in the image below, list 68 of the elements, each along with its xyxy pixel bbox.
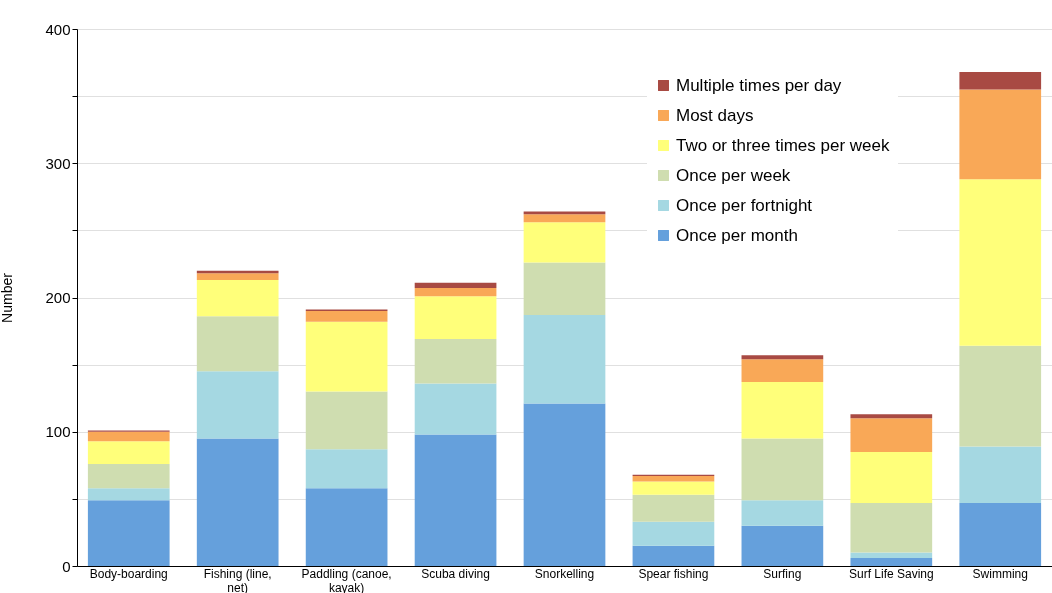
bar [414, 296, 497, 340]
bar [959, 179, 1042, 346]
bar [959, 345, 1042, 447]
bar [850, 418, 933, 452]
y-tick-label: 400 [45, 20, 71, 38]
bar [414, 288, 497, 297]
bar [196, 438, 279, 566]
x-tick-label: Surf Life Saving [848, 566, 934, 581]
legend-label: Once per week [676, 165, 791, 185]
y-axis-title: Number [0, 272, 16, 323]
legend-label: Most days [676, 105, 754, 125]
bar [850, 451, 933, 503]
bar [523, 314, 606, 404]
bar [741, 382, 824, 439]
bar [196, 273, 279, 281]
bar [959, 89, 1042, 180]
bar [959, 446, 1042, 503]
y-tick-label: 0 [62, 557, 71, 575]
x-tick-label: Scuba diving [421, 566, 490, 581]
bar [87, 488, 170, 501]
bar [741, 438, 824, 501]
bar [523, 222, 606, 263]
bar [305, 488, 388, 566]
bar [305, 321, 388, 392]
bar [741, 500, 824, 526]
bar [632, 476, 715, 482]
bar [523, 262, 606, 315]
x-tick-label: Snorkelling [534, 566, 595, 581]
bar [414, 434, 497, 566]
bar [741, 525, 824, 566]
y-tick-label: 200 [45, 289, 71, 306]
bar [196, 280, 279, 317]
bar [632, 545, 715, 566]
x-tick-label: Spear fishing [638, 566, 709, 581]
x-tick-label: Body-boarding [89, 566, 168, 581]
bar [414, 339, 497, 384]
bar [850, 557, 933, 566]
bar [87, 431, 170, 442]
bar [305, 449, 388, 489]
bar [196, 316, 279, 372]
bar [87, 463, 170, 489]
bar [850, 502, 933, 553]
bar [741, 359, 824, 383]
bar [632, 494, 715, 522]
bar [850, 414, 933, 419]
bar [414, 383, 497, 435]
bar [959, 71, 1042, 90]
y-tick-label: 100 [45, 423, 71, 441]
bar [305, 391, 388, 450]
x-tick-label: Swimming [972, 566, 1028, 581]
bar [87, 500, 170, 566]
y-tick-label: 300 [45, 154, 71, 172]
bar [196, 371, 279, 439]
bar [850, 552, 933, 558]
bar [87, 441, 170, 464]
bar [741, 355, 824, 360]
bar [632, 481, 715, 495]
x-tick-label: Surfing [763, 566, 802, 581]
bar [305, 310, 388, 322]
bar [523, 403, 606, 566]
legend-label: Two or three times per week [676, 135, 891, 155]
legend-label: Once per month [676, 225, 798, 245]
bar [959, 502, 1042, 566]
legend-label: Once per fortnight [676, 195, 813, 215]
bar [523, 214, 606, 223]
bar [414, 282, 497, 289]
legend-label: Multiple times per day [676, 75, 842, 95]
bar [632, 521, 715, 546]
